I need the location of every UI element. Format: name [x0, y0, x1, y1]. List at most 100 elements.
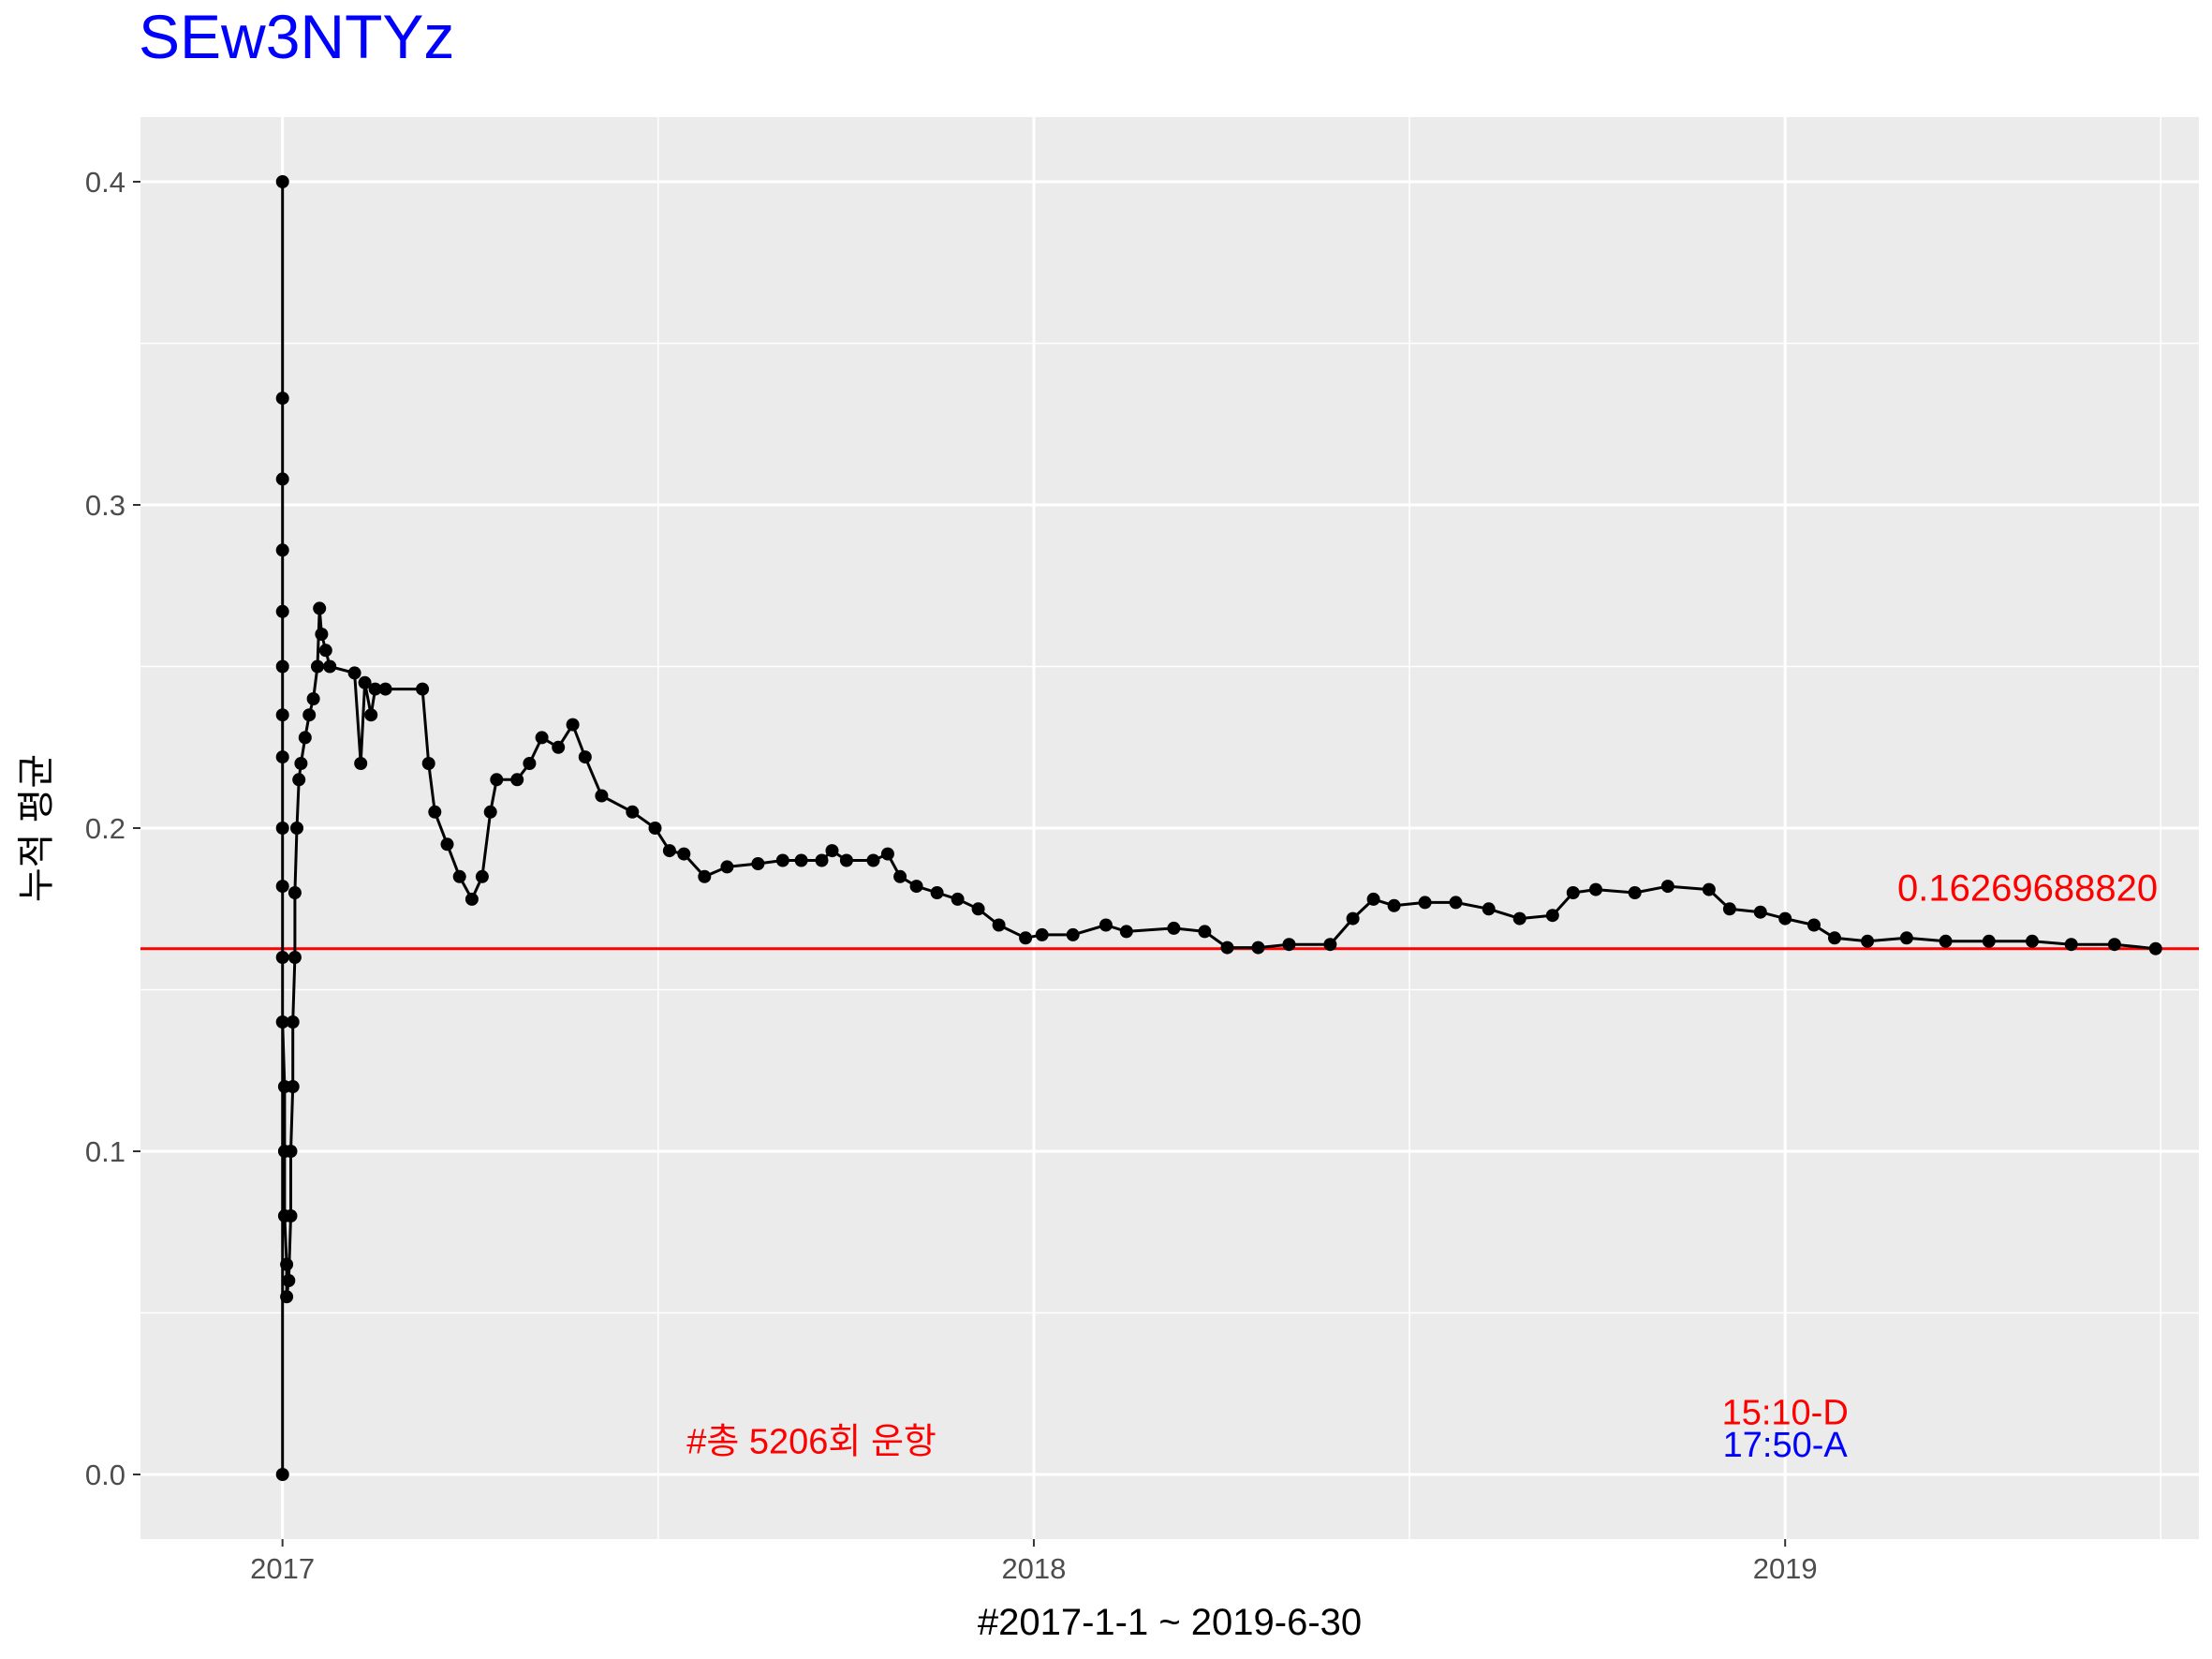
data-point	[951, 892, 965, 906]
data-point	[1589, 882, 1602, 896]
data-point	[794, 853, 808, 867]
data-point	[275, 604, 289, 618]
data-point	[275, 708, 289, 722]
data-point	[290, 822, 303, 835]
data-point	[483, 805, 497, 819]
hline-group: 0.16269688820	[140, 868, 2199, 951]
data-point	[1119, 925, 1133, 939]
data-point	[751, 857, 765, 870]
x-axis-ticks: 2017 2018 2019	[250, 1539, 1818, 1585]
data-point	[2148, 941, 2162, 955]
data-point	[1702, 882, 1716, 896]
y-tick-label: 0.1	[85, 1135, 125, 1168]
data-point	[893, 869, 907, 883]
data-point	[720, 860, 734, 874]
mean-reference-label: 0.16269688820	[1897, 868, 2158, 910]
data-point	[318, 644, 332, 658]
data-point	[1099, 918, 1113, 932]
data-point	[1066, 927, 1080, 941]
data-point	[275, 392, 289, 406]
data-point	[839, 853, 853, 867]
data-point	[1828, 931, 1841, 945]
data-point	[677, 847, 691, 861]
data-point	[284, 1145, 298, 1158]
data-point	[866, 853, 880, 867]
data-point	[552, 740, 566, 754]
data-point	[1807, 918, 1821, 932]
data-point	[315, 628, 329, 641]
annotations: #총 5206회 운항 15:10-D17:50-A	[686, 1393, 1849, 1465]
data-point	[313, 601, 327, 615]
data-point	[1628, 886, 1642, 899]
data-point	[1899, 931, 1913, 945]
data-point	[282, 1274, 296, 1287]
data-point	[1167, 921, 1181, 935]
data-point	[1660, 880, 1674, 894]
data-point	[880, 847, 894, 861]
data-point	[490, 773, 504, 787]
data-point	[286, 1015, 300, 1029]
data-point	[368, 682, 382, 696]
data-point	[930, 886, 944, 899]
data-point	[535, 731, 549, 745]
data-point	[452, 869, 466, 883]
data-point	[523, 757, 537, 770]
data-point	[1387, 898, 1401, 912]
data-point	[775, 853, 789, 867]
data-point	[275, 750, 289, 764]
data-point	[428, 805, 442, 819]
data-point	[275, 543, 289, 557]
data-point	[288, 951, 302, 964]
data-point	[1545, 909, 1559, 923]
data-point	[311, 659, 324, 674]
data-point	[1778, 911, 1792, 926]
data-point	[358, 675, 372, 689]
y-axis-ticks: 0.0 0.1 0.2 0.3 0.4	[85, 166, 140, 1491]
data-point	[323, 659, 337, 674]
data-point	[421, 757, 435, 770]
data-point	[292, 773, 306, 787]
data-point	[1566, 886, 1580, 899]
data-point	[440, 837, 454, 852]
data-point	[378, 682, 392, 696]
data-point	[1449, 896, 1463, 910]
data-point	[698, 869, 712, 883]
data-point	[1482, 902, 1496, 916]
data-point	[1722, 902, 1736, 916]
data-point	[347, 666, 361, 680]
data-point	[475, 869, 489, 883]
data-point	[992, 918, 1006, 932]
grid-lines	[140, 117, 2199, 1539]
data-point	[1251, 941, 1265, 955]
data-point	[815, 853, 829, 867]
data-series	[275, 175, 2162, 1481]
data-point	[825, 844, 839, 858]
data-point	[626, 805, 640, 819]
annotation-label: #총 5206회 운항	[686, 1423, 936, 1462]
data-point	[1753, 905, 1767, 919]
y-axis-label: 누적 평균	[16, 754, 57, 902]
data-point	[364, 708, 378, 722]
data-point	[510, 773, 524, 787]
data-point	[1035, 927, 1049, 941]
data-point	[1323, 938, 1337, 952]
chart-title: SEw3NTYz	[139, 2, 454, 71]
annotation-label: 15:10-D	[1722, 1393, 1849, 1432]
data-point	[275, 472, 289, 486]
data-point	[1019, 931, 1033, 945]
data-point	[1939, 934, 1953, 948]
data-point	[662, 844, 676, 858]
data-point	[2026, 934, 2039, 948]
data-point	[1861, 934, 1875, 948]
data-point	[1220, 941, 1234, 955]
data-point	[306, 692, 320, 705]
data-point	[566, 718, 580, 732]
data-point	[294, 757, 308, 770]
data-point	[578, 750, 592, 764]
y-tick-label: 0.4	[85, 166, 125, 199]
data-point	[1282, 938, 1296, 952]
data-point	[909, 880, 923, 894]
data-point	[1346, 911, 1360, 926]
data-point	[416, 682, 430, 696]
